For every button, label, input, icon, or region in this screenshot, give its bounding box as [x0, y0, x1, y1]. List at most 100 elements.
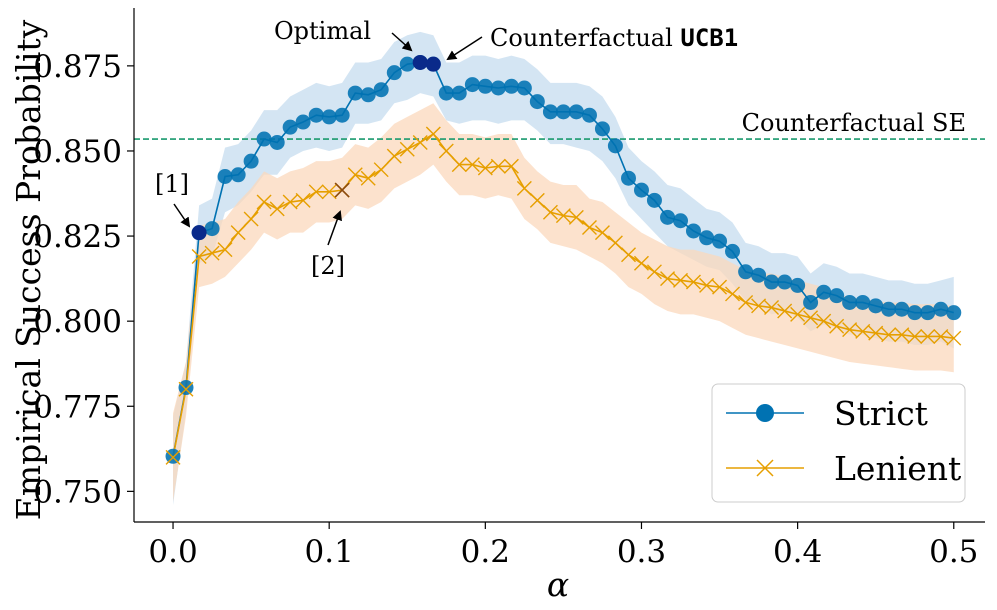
lenient-point	[712, 279, 728, 295]
strict-point	[399, 56, 415, 72]
lenient-point	[399, 141, 415, 157]
strict-point	[946, 305, 962, 321]
strict-point	[529, 94, 545, 110]
lenient-point	[842, 322, 858, 338]
x-axis-ticks: 0.0 0.1 0.2 0.3 0.4 0.5	[148, 522, 978, 570]
strict-point	[790, 277, 806, 293]
annotation-ucb-arrow	[446, 36, 483, 61]
lenient-point	[503, 158, 519, 174]
y-axis-ticks: 0.750 0.775 0.800 0.825 0.850 0.875	[33, 49, 134, 510]
lenient-point	[451, 157, 467, 173]
highlight-strict-point	[425, 56, 441, 72]
strict-point	[295, 114, 311, 130]
lenient-point	[191, 248, 207, 264]
strict-point	[855, 294, 871, 310]
lenient-point	[816, 313, 832, 329]
annotations: Optimal Counterfactual UCB1 [1] [2]	[155, 17, 738, 280]
y-tick-label: 0.825	[33, 219, 122, 255]
lenient-point	[360, 170, 376, 186]
annotation-counterfactual-ucb: Counterfactual UCB1	[490, 24, 738, 52]
strict-point	[360, 87, 376, 103]
strict-point	[477, 78, 493, 94]
lenient-point	[165, 449, 181, 465]
reference-line-label: Counterfactual SE	[742, 109, 966, 137]
series-markers	[165, 54, 962, 465]
x-tick-label: 0.2	[461, 534, 510, 570]
strict-point	[738, 264, 754, 280]
strict-point	[347, 85, 363, 101]
strict-point	[555, 104, 571, 120]
strict-point	[894, 301, 910, 317]
strict-point	[204, 221, 220, 237]
strict-point	[386, 65, 402, 81]
lenient-point	[933, 328, 949, 344]
lenient-point	[412, 134, 428, 150]
strict-point	[816, 284, 832, 300]
highlight-lenient-point	[334, 182, 350, 198]
strict-point	[607, 138, 623, 154]
lenient-point	[464, 157, 480, 173]
annotation-ref-2-arrow	[327, 210, 342, 246]
annotation-ucb-code: UCB1	[680, 24, 738, 52]
lenient-point	[269, 201, 285, 217]
band-lenient	[173, 103, 954, 502]
annotation-ref-1: [1]	[155, 170, 189, 198]
strict-point	[230, 167, 246, 183]
strict-point	[451, 85, 467, 101]
annotation-optimal-arrow	[391, 32, 413, 52]
lenient-point	[490, 158, 506, 174]
strict-point	[699, 230, 715, 246]
strict-point	[712, 233, 728, 249]
legend-strict-marker	[756, 404, 774, 422]
y-tick-label: 0.850	[33, 134, 122, 170]
lenient-point	[581, 220, 597, 236]
confidence-bands	[173, 31, 954, 505]
lenient-point	[946, 330, 962, 346]
lenient-point	[178, 381, 194, 397]
highlight-strict-point	[412, 54, 428, 70]
lenient-point	[529, 192, 545, 208]
strict-point	[660, 209, 676, 225]
lenient-point	[542, 204, 558, 220]
lenient-point	[477, 160, 493, 176]
strict-point	[243, 153, 259, 169]
strict-point	[438, 85, 454, 101]
strict-point	[217, 168, 233, 184]
strict-point	[751, 267, 767, 283]
strict-point	[829, 288, 845, 304]
strict-point	[165, 448, 181, 464]
y-tick-label: 0.750	[33, 474, 122, 510]
lenient-point	[217, 242, 233, 258]
strict-point	[581, 107, 597, 123]
lenient-point	[868, 325, 884, 341]
lenient-point	[282, 194, 298, 210]
lenient-point	[920, 328, 936, 344]
lenient-point	[894, 327, 910, 343]
x-tick-label: 0.5	[929, 534, 978, 570]
lenient-point	[777, 303, 793, 319]
highlight-markers	[191, 54, 441, 241]
legend-lenient-label: Lenient	[834, 449, 961, 488]
lenient-point	[685, 274, 701, 290]
strict-point	[920, 305, 936, 321]
lenient-point	[725, 286, 741, 302]
strict-point	[633, 182, 649, 198]
strict-point	[764, 274, 780, 290]
lenient-point	[243, 211, 259, 227]
highlight-strict-point	[191, 225, 207, 241]
lenient-point	[907, 328, 923, 344]
x-tick-label: 0.4	[773, 534, 822, 570]
strict-point	[464, 77, 480, 93]
x-tick-label: 0.3	[617, 534, 666, 570]
strict-point	[503, 78, 519, 94]
strict-point	[178, 380, 194, 396]
lenient-point	[425, 126, 441, 142]
strict-point	[373, 82, 389, 98]
lenient-point	[621, 247, 637, 263]
strict-point	[308, 107, 324, 123]
lenient-point	[386, 148, 402, 164]
strict-point	[868, 298, 884, 314]
lenient-point	[764, 300, 780, 316]
x-tick-label: 0.1	[305, 534, 354, 570]
